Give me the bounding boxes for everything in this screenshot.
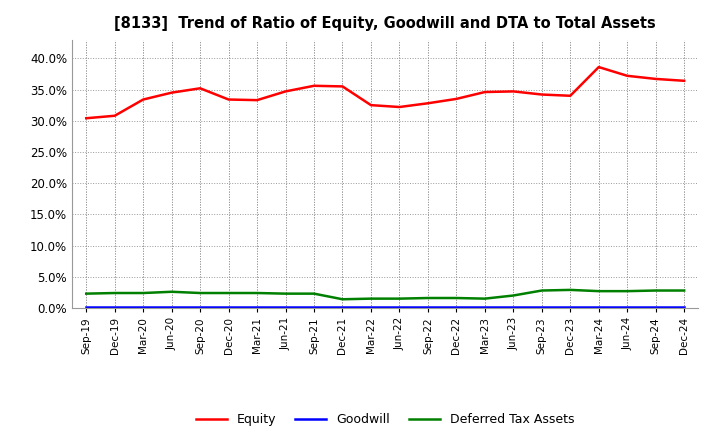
Equity: [680, 78, 688, 84]
Goodwill: [139, 305, 148, 310]
Equity: [537, 92, 546, 97]
Goodwill: [623, 305, 631, 310]
Goodwill: [652, 305, 660, 310]
Goodwill: [509, 305, 518, 310]
Equity: [139, 97, 148, 102]
Goodwill: [480, 305, 489, 310]
Goodwill: [395, 305, 404, 310]
Equity: [395, 104, 404, 110]
Equity: [652, 76, 660, 81]
Equity: [452, 96, 461, 102]
Goodwill: [338, 305, 347, 310]
Deferred Tax Assets: [82, 291, 91, 296]
Deferred Tax Assets: [452, 295, 461, 301]
Deferred Tax Assets: [139, 290, 148, 296]
Equity: [253, 98, 261, 103]
Goodwill: [110, 305, 119, 310]
Line: Equity: Equity: [86, 67, 684, 118]
Equity: [595, 64, 603, 70]
Equity: [167, 90, 176, 95]
Goodwill: [253, 305, 261, 310]
Deferred Tax Assets: [509, 293, 518, 298]
Line: Deferred Tax Assets: Deferred Tax Assets: [86, 290, 684, 299]
Goodwill: [196, 305, 204, 310]
Goodwill: [680, 305, 688, 310]
Deferred Tax Assets: [680, 288, 688, 293]
Goodwill: [167, 305, 176, 310]
Deferred Tax Assets: [480, 296, 489, 301]
Equity: [566, 93, 575, 99]
Deferred Tax Assets: [395, 296, 404, 301]
Deferred Tax Assets: [282, 291, 290, 296]
Deferred Tax Assets: [310, 291, 318, 296]
Deferred Tax Assets: [167, 289, 176, 294]
Deferred Tax Assets: [537, 288, 546, 293]
Equity: [82, 116, 91, 121]
Deferred Tax Assets: [623, 289, 631, 294]
Title: [8133]  Trend of Ratio of Equity, Goodwill and DTA to Total Assets: [8133] Trend of Ratio of Equity, Goodwil…: [114, 16, 656, 32]
Deferred Tax Assets: [595, 289, 603, 294]
Equity: [196, 86, 204, 91]
Equity: [509, 89, 518, 94]
Goodwill: [225, 305, 233, 310]
Goodwill: [82, 305, 91, 310]
Deferred Tax Assets: [196, 290, 204, 296]
Goodwill: [452, 305, 461, 310]
Deferred Tax Assets: [225, 290, 233, 296]
Deferred Tax Assets: [110, 290, 119, 296]
Goodwill: [366, 305, 375, 310]
Goodwill: [282, 305, 290, 310]
Equity: [110, 113, 119, 118]
Deferred Tax Assets: [253, 290, 261, 296]
Deferred Tax Assets: [652, 288, 660, 293]
Goodwill: [310, 305, 318, 310]
Goodwill: [423, 305, 432, 310]
Equity: [310, 83, 318, 88]
Equity: [623, 73, 631, 78]
Equity: [366, 103, 375, 108]
Goodwill: [595, 305, 603, 310]
Equity: [480, 89, 489, 95]
Goodwill: [537, 305, 546, 310]
Deferred Tax Assets: [566, 287, 575, 293]
Equity: [338, 84, 347, 89]
Legend: Equity, Goodwill, Deferred Tax Assets: Equity, Goodwill, Deferred Tax Assets: [191, 408, 580, 431]
Deferred Tax Assets: [366, 296, 375, 301]
Goodwill: [566, 305, 575, 310]
Deferred Tax Assets: [338, 297, 347, 302]
Equity: [225, 97, 233, 102]
Equity: [423, 101, 432, 106]
Deferred Tax Assets: [423, 295, 432, 301]
Equity: [282, 89, 290, 94]
